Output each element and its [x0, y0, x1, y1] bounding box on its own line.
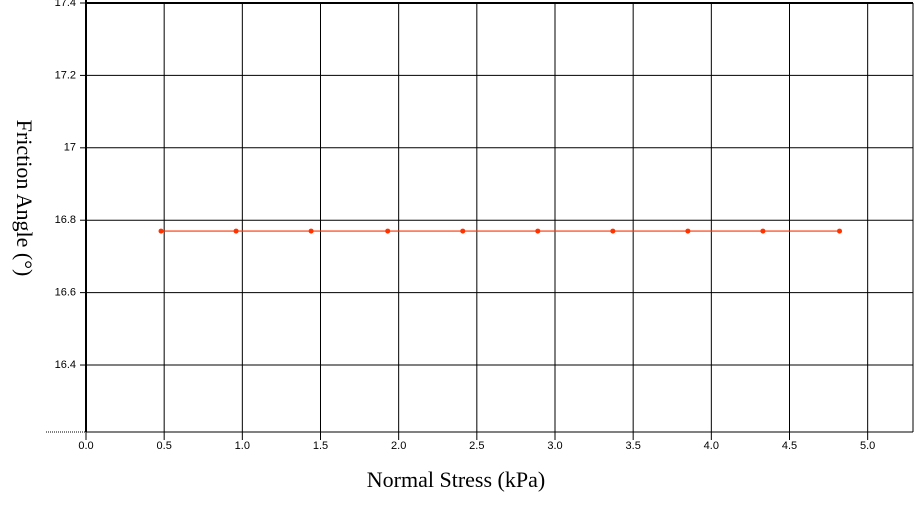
y-tick-label: 17: [64, 142, 76, 154]
data-point: [233, 228, 239, 234]
x-tick-label: 3.5: [626, 440, 641, 452]
x-tick-label: 5.0: [860, 440, 875, 452]
y-tick-label: 16.6: [55, 287, 76, 299]
x-tick-label: 3.0: [547, 440, 562, 452]
x-tick-label: 0.0: [78, 440, 93, 452]
x-tick-label: 1.0: [235, 440, 250, 452]
y-tick-label: 17.2: [55, 69, 76, 81]
data-point: [460, 228, 466, 234]
x-tick-label: 4.0: [704, 440, 719, 452]
x-tick-label: 2.0: [391, 440, 406, 452]
x-tick-label: 2.5: [469, 440, 484, 452]
data-point: [535, 228, 541, 234]
y-tick-label: 16.8: [55, 214, 76, 226]
data-point: [685, 228, 691, 234]
data-point: [385, 228, 391, 234]
data-point: [760, 228, 766, 234]
x-tick-label: 0.5: [157, 440, 172, 452]
y-axis-title: Friction Angle (°): [12, 120, 37, 277]
x-tick-label: 1.5: [313, 440, 328, 452]
data-point: [308, 228, 314, 234]
x-tick-label: 4.5: [782, 440, 797, 452]
data-point: [837, 228, 843, 234]
x-axis-title: Normal Stress (kPa): [367, 467, 545, 492]
data-point: [610, 228, 616, 234]
y-tick-label: 17.4: [55, 0, 76, 9]
data-point: [158, 228, 164, 234]
y-tick-label: 16.4: [55, 359, 76, 371]
